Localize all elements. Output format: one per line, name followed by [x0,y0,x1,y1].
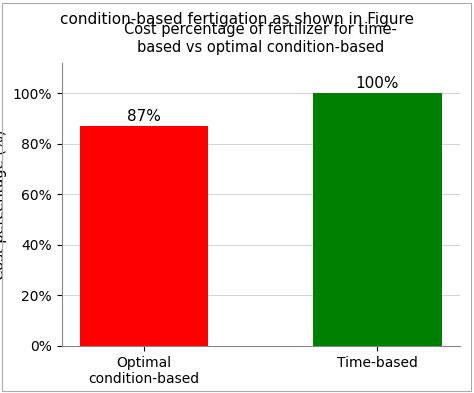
Bar [313,93,442,346]
Text: condition-based fertigation as shown in Figure: condition-based fertigation as shown in … [60,12,414,27]
Text: 87%: 87% [127,108,161,123]
Bar [80,126,208,346]
Title: Cost percentage of fertilizer for time-
based vs optimal condition-based: Cost percentage of fertilizer for time- … [124,22,397,55]
Y-axis label: Cost percentage (%): Cost percentage (%) [0,129,7,279]
Text: 100%: 100% [356,76,399,91]
